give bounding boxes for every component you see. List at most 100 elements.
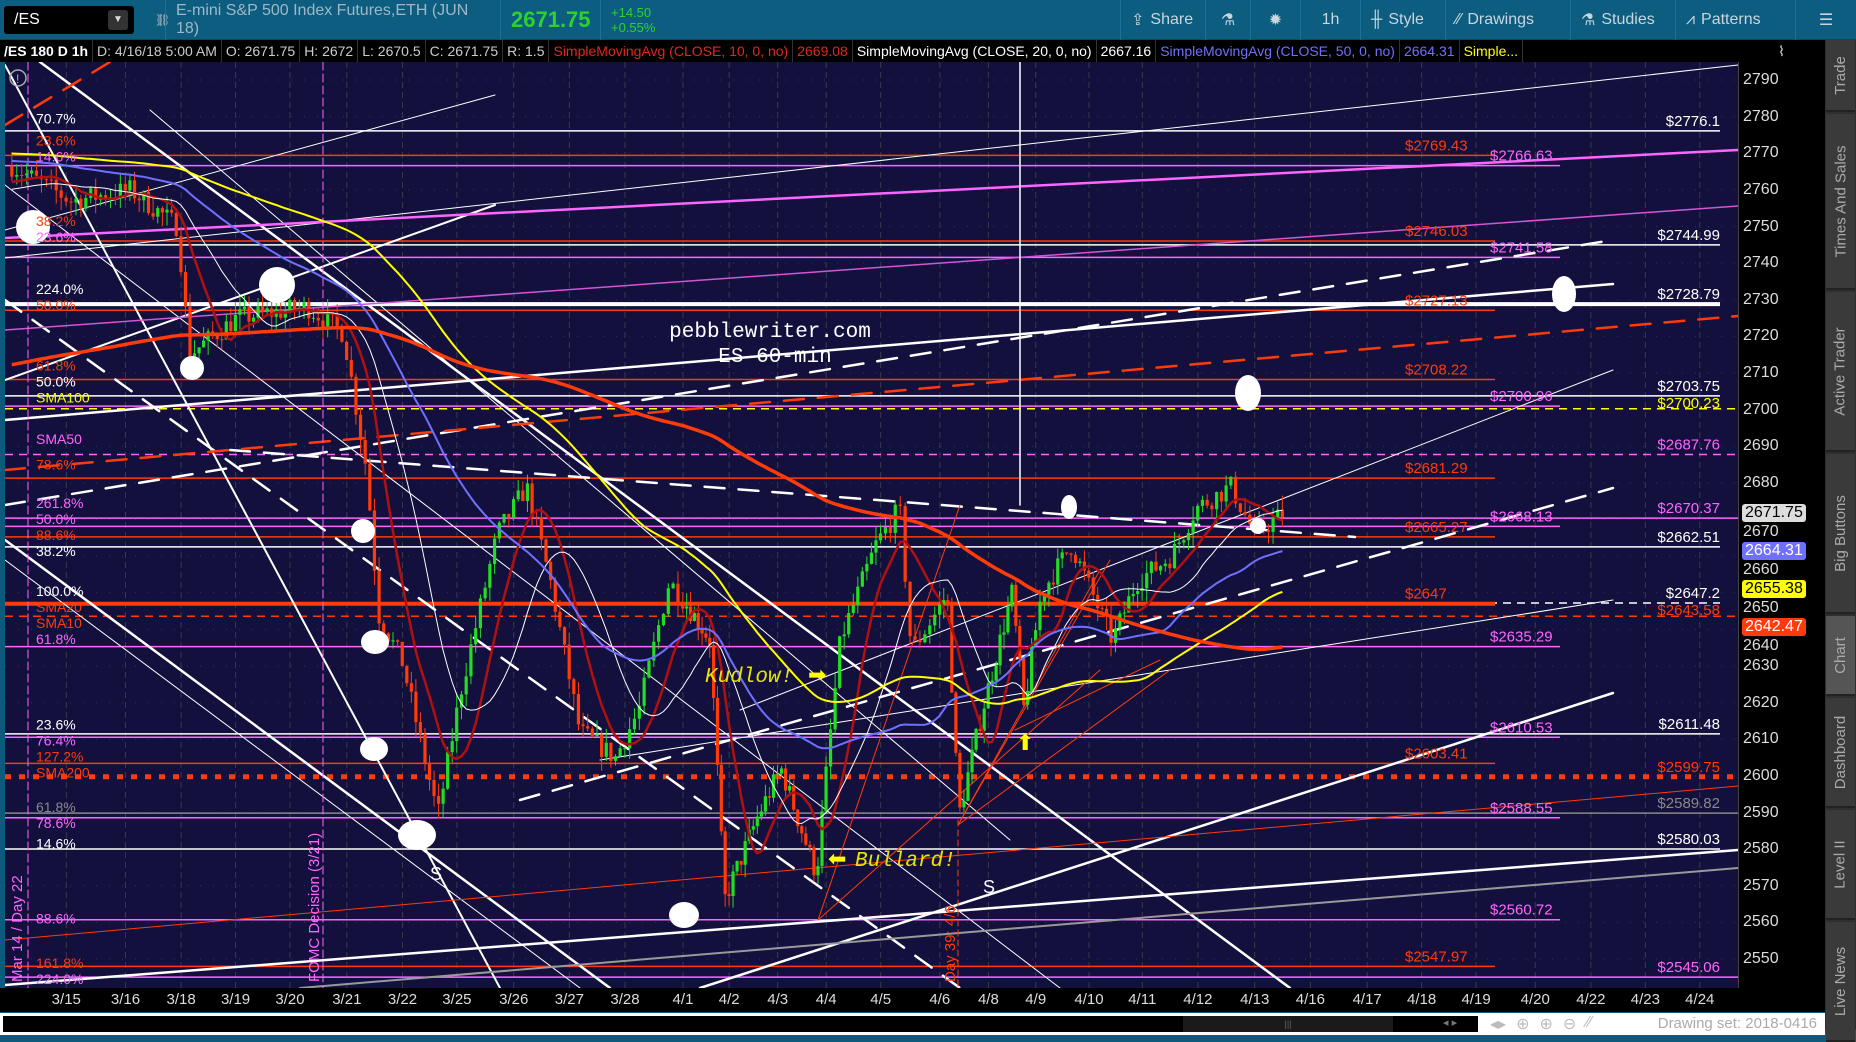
sidebar-tab-trade[interactable]: Trade — [1826, 40, 1855, 112]
symbol-selector[interactable]: /ES ▼ — [4, 6, 134, 34]
sidebar-tab-label: Live News — [1832, 946, 1850, 1016]
sidebar-tab-active-trader[interactable]: Active Trader — [1826, 292, 1855, 452]
patterns-button[interactable]: ⩘ Patterns — [1675, 0, 1795, 40]
flask-icon: ⚗ — [1581, 12, 1596, 29]
drawings-icon: ⁄⁄ — [1456, 11, 1462, 28]
share-button[interactable]: ⇪ Share — [1120, 0, 1205, 40]
bar-low: L: 2670.5 — [358, 40, 426, 62]
sma50-study[interactable]: SimpleMovingAvg (CLOSE, 50, 0, no) — [1156, 40, 1400, 62]
date-label: 4/12 — [1183, 991, 1213, 1008]
sidebar-tab-label: Trade — [1832, 55, 1850, 95]
price-tick: 2650 — [1743, 599, 1779, 617]
date-label: 4/4 — [815, 991, 837, 1008]
zoom-out-icon[interactable]: ⊖ — [1562, 1016, 1577, 1033]
price-badge: 2671.75 — [1742, 504, 1806, 523]
price-tick: 2740 — [1743, 254, 1779, 272]
date-label: 4/17 — [1352, 991, 1382, 1008]
date-label: 3/19 — [220, 991, 251, 1008]
scroll-arrows-icon[interactable]: ◂ ▸ — [1443, 1017, 1458, 1029]
date-label: 3/18 — [166, 991, 196, 1008]
sidebar-tab-live-news[interactable]: Live News — [1826, 922, 1855, 1042]
price-tick: 2600 — [1743, 766, 1779, 784]
sidebar-tab-label: Big Buttons — [1832, 494, 1849, 572]
date-label: 3/21 — [332, 991, 362, 1008]
sidebar-tab-chart[interactable]: Chart — [1826, 616, 1855, 696]
bar-open: O: 2671.75 — [222, 40, 301, 62]
sma10-value: 2669.08 — [793, 40, 853, 62]
lab-button[interactable]: ⚗ — [1205, 0, 1250, 40]
link-icon[interactable]: ⛓ — [155, 13, 171, 27]
date-label: 4/8 — [977, 991, 999, 1008]
drawings-button[interactable]: ⁄⁄ Drawings — [1445, 0, 1570, 40]
sidebar-tab-dashboard[interactable]: Dashboard — [1826, 698, 1855, 808]
expand-icon[interactable]: ⌇ — [1778, 43, 1785, 59]
price-chart[interactable] — [5, 62, 1738, 988]
price-badge: 2642.47 — [1742, 618, 1806, 637]
date-label: 4/18 — [1407, 991, 1437, 1008]
price-tick: 2550 — [1743, 950, 1779, 967]
pan-icon[interactable]: ◂▸ — [1490, 1016, 1507, 1033]
price-tick: 2670 — [1743, 523, 1779, 541]
date-label: 4/22 — [1576, 991, 1606, 1008]
date-label: 4/20 — [1520, 991, 1550, 1008]
horizontal-scrollbar[interactable]: ||| ◂ ▸ — [3, 1016, 1478, 1032]
sma10-study[interactable]: SimpleMovingAvg (CLOSE, 10, 0, no) — [549, 40, 794, 62]
studies-button[interactable]: ⚗ Studies — [1570, 0, 1675, 40]
price-tick: 2580 — [1743, 840, 1779, 858]
date-label: 4/2 — [718, 991, 740, 1008]
sma50-value: 2664.31 — [1400, 40, 1460, 62]
date-label: 4/1 — [672, 991, 694, 1008]
timeframe-button[interactable]: 1h — [1300, 0, 1360, 40]
sidebar-tab-level-ii[interactable]: Level II — [1826, 810, 1855, 920]
style-button[interactable]: ╫ Style — [1360, 0, 1445, 40]
price-change-pct: +0.55% — [611, 20, 656, 35]
price-tick: 2660 — [1743, 561, 1779, 579]
symbol-value: /ES — [14, 11, 40, 28]
sidebar-tab-big-buttons[interactable]: Big Buttons — [1826, 454, 1855, 614]
date-label: 3/27 — [554, 991, 584, 1008]
bar-high: H: 2672 — [300, 40, 359, 62]
sidebar-tab-times-and-sales[interactable]: Times And Sales — [1826, 114, 1855, 290]
crosshair-icon[interactable]: ⊕ — [1516, 1016, 1530, 1033]
date-label: 4/13 — [1240, 991, 1270, 1008]
date-label: 3/22 — [387, 991, 418, 1008]
price-tick: 2570 — [1743, 876, 1779, 894]
bar-range: R: 1.5 — [503, 40, 550, 62]
chart-info-bar: /ES 180 D 1h D: 4/16/18 5:00 AM O: 2671.… — [0, 40, 1856, 62]
date-label: 4/9 — [1025, 991, 1047, 1008]
share-icon: ⇪ — [1131, 12, 1145, 29]
right-sidebar-tabs: Trade Times And Sales Active Trader Big But… — [1825, 40, 1856, 1042]
zoom-in-icon[interactable]: ⊕ — [1539, 1016, 1553, 1033]
scrollbar-thumb[interactable]: ||| — [1183, 1016, 1393, 1032]
price-axis[interactable]: 2790 2780 2770 2760 2750 2740 2730 2720 2710 2700… — [1738, 62, 1825, 988]
price-badge: 2664.31 — [1742, 542, 1806, 561]
more-studies[interactable]: Simple... — [1460, 40, 1524, 62]
price-change: +14.50 — [611, 5, 652, 20]
menu-icon: ☰ — [1818, 12, 1834, 29]
date-label: 3/28 — [610, 991, 640, 1008]
sma20-study[interactable]: SimpleMovingAvg (CLOSE, 20, 0, no) — [853, 40, 1097, 62]
date-label: 4/24 — [1685, 991, 1715, 1008]
price-tick: 2720 — [1743, 327, 1779, 345]
bar-date: D: 4/16/18 5:00 AM — [93, 40, 222, 62]
price-tick: 2750 — [1743, 217, 1779, 235]
date-label: 3/26 — [499, 991, 529, 1008]
chevron-down-icon[interactable]: ▼ — [108, 10, 128, 30]
price-tick: 2620 — [1743, 693, 1779, 711]
price-tick: 2700 — [1743, 400, 1779, 418]
date-label: 3/16 — [110, 991, 141, 1008]
candle-icon: ╫ — [1371, 11, 1383, 28]
bar-close: C: 2671.75 — [426, 40, 504, 62]
drawing-set-selector[interactable]: Drawing set: 2018-0416 — [1657, 1015, 1817, 1032]
date-label: 4/11 — [1128, 991, 1157, 1008]
chart-title: /ES 180 D 1h — [0, 40, 94, 62]
drawing-tool-icon[interactable]: ⁄⁄ — [1586, 1014, 1592, 1031]
date-label: 4/23 — [1630, 991, 1660, 1008]
date-axis[interactable]: 3/15 3/16 3/18 3/19 3/20 3/21 3/22 3/25 3/26 3/27… — [0, 988, 1825, 1012]
sidebar-tab-label: Level II — [1832, 839, 1849, 889]
menu-button[interactable]: ☰ — [1795, 0, 1856, 40]
price-tick: 2730 — [1743, 290, 1779, 308]
settings-button[interactable]: ✹ — [1250, 0, 1300, 40]
price-tick: 2710 — [1743, 364, 1779, 381]
date-label: 4/5 — [870, 991, 892, 1008]
